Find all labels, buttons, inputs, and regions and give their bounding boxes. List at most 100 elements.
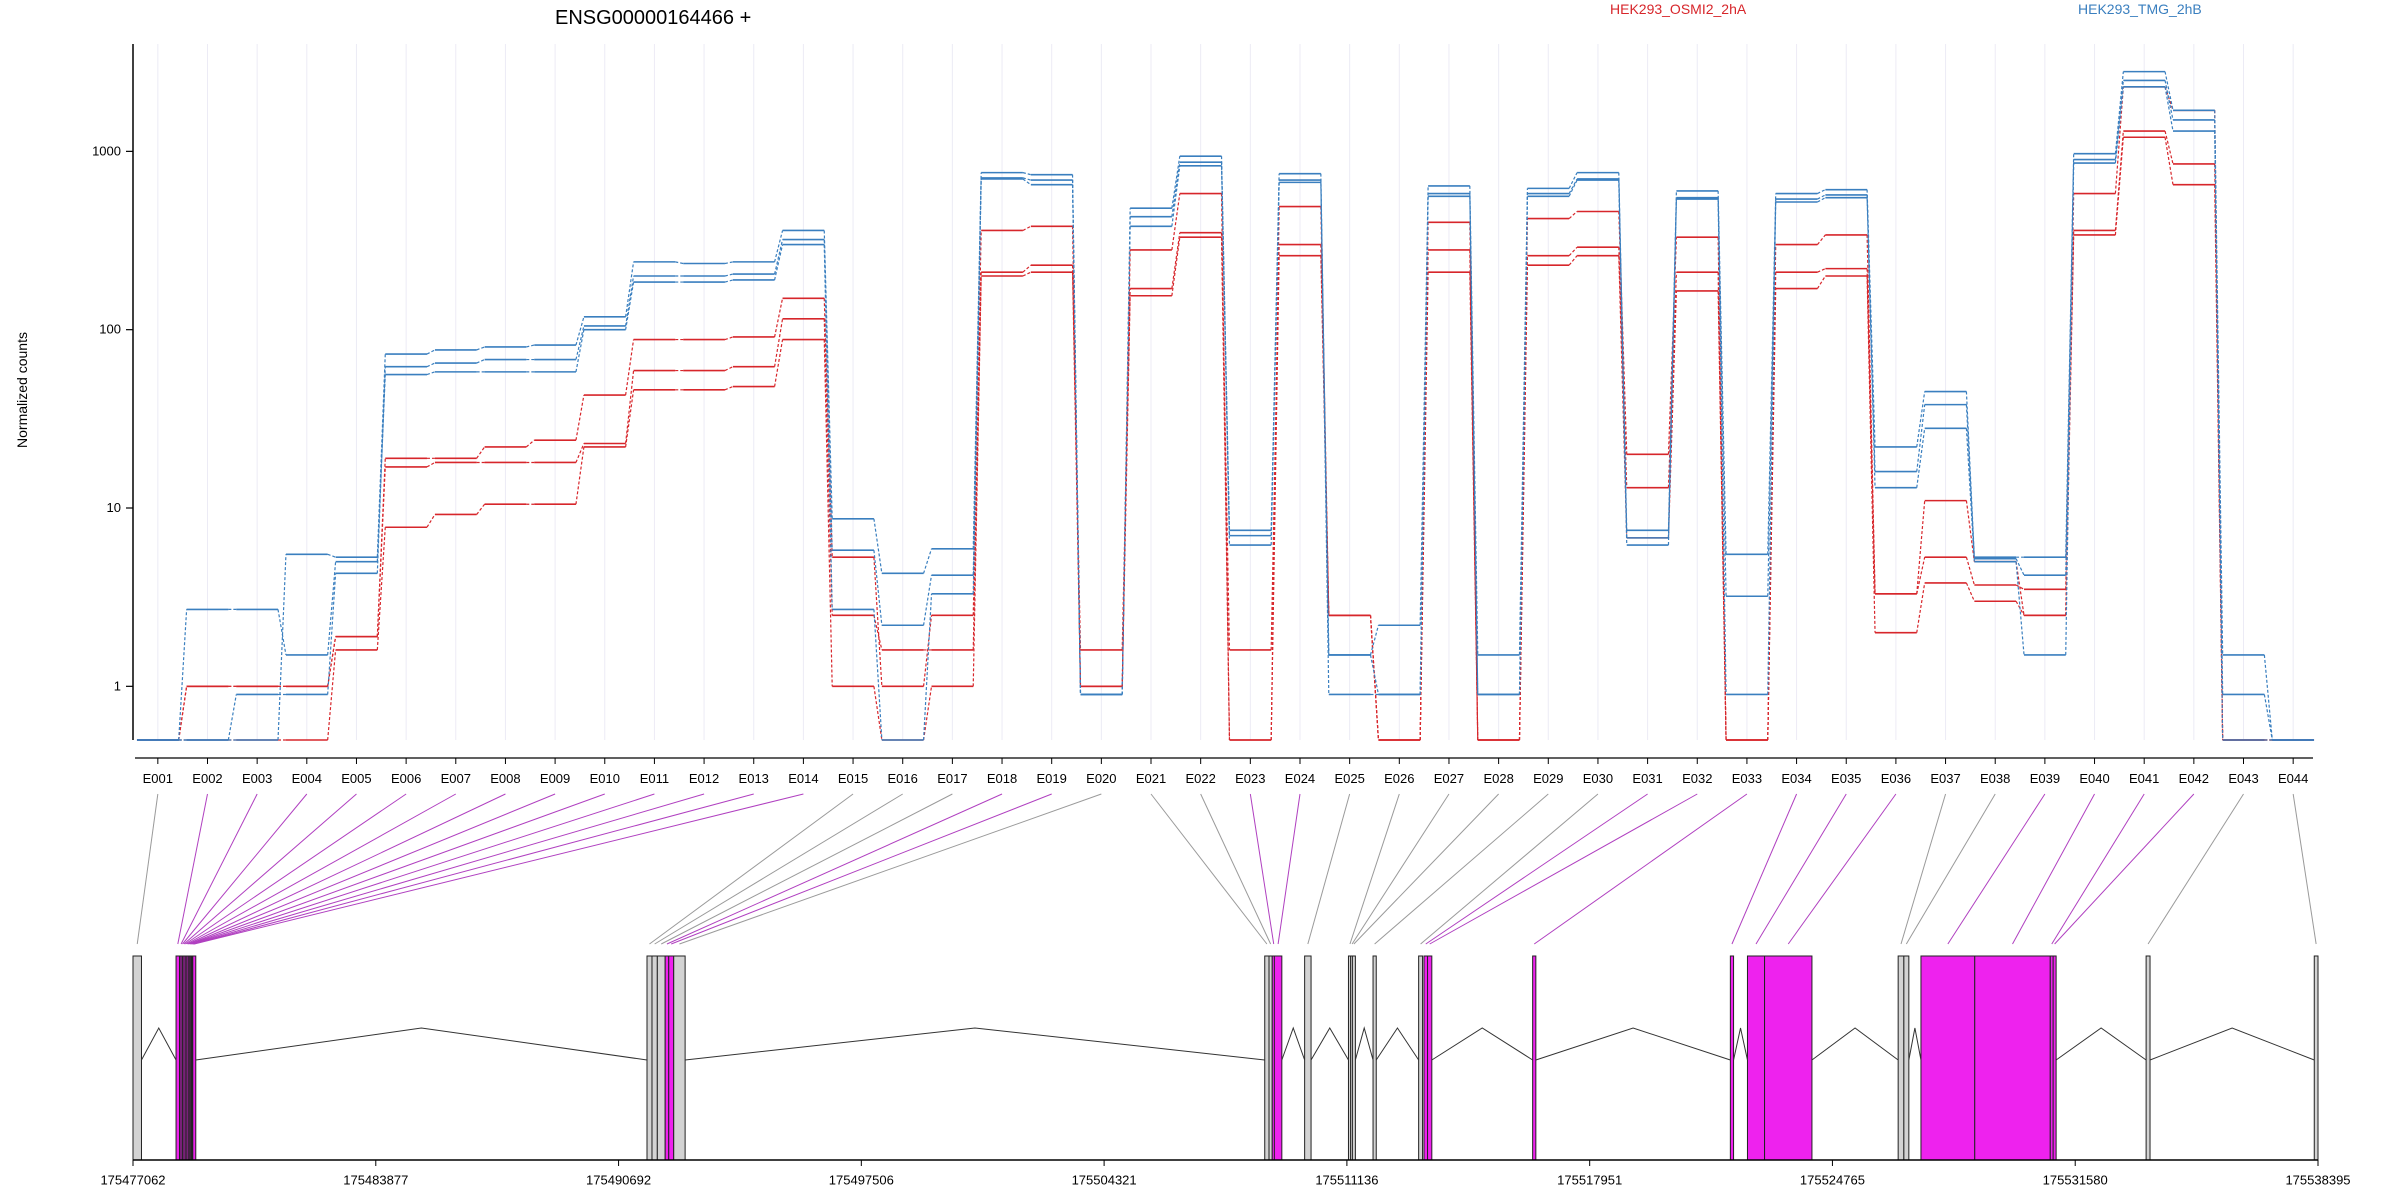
exon-label-E007: E007 — [441, 771, 471, 786]
coord-tick-label: 175531580 — [2043, 1173, 2108, 1188]
exon-label-E028: E028 — [1483, 771, 1513, 786]
count-transition — [1568, 179, 1578, 197]
count-transition — [922, 686, 933, 741]
count-transition — [1916, 557, 1926, 594]
count-transition — [1220, 156, 1231, 531]
count-transition — [178, 686, 188, 741]
link-E004 — [182, 793, 308, 945]
link-E003 — [180, 793, 258, 945]
exon-label-E012: E012 — [689, 771, 719, 786]
intron-E028-E029 — [1354, 1026, 1374, 1061]
exon-link-lines — [136, 793, 2317, 945]
intron-E034-E035 — [1733, 1027, 1748, 1061]
count-transition — [1022, 264, 1032, 273]
link-E019 — [671, 793, 1052, 945]
count-transition — [426, 514, 436, 528]
exon-box-E016 — [651, 955, 658, 1161]
exon-label-E014: E014 — [788, 771, 818, 786]
link-E018 — [666, 793, 1003, 945]
coord-tick-label: 175497506 — [829, 1173, 894, 1188]
count-transition — [2164, 86, 2174, 132]
count-transition — [1916, 404, 1926, 472]
count-transition — [1171, 165, 1181, 227]
count-transition — [625, 370, 635, 444]
count-transition — [376, 354, 386, 558]
count-transition — [575, 329, 585, 372]
count-transition — [2114, 86, 2124, 194]
link-E025 — [1307, 793, 1351, 945]
exon-box-E025 — [1304, 955, 1312, 1161]
count-transition — [1171, 232, 1181, 289]
count-transition — [1965, 582, 1975, 602]
count-transition — [625, 261, 635, 317]
count-transition — [1369, 615, 1380, 741]
exon-box-E024 — [1273, 955, 1283, 1161]
exon-label-E013: E013 — [739, 771, 769, 786]
link-E017 — [661, 793, 953, 945]
count-transition — [476, 346, 485, 351]
count-transition — [675, 261, 684, 265]
count-transition — [972, 177, 982, 576]
count-transition — [823, 298, 833, 558]
exon-label-E033: E033 — [1732, 771, 1762, 786]
count-transition — [1220, 232, 1231, 650]
count-transition — [2164, 71, 2174, 111]
count-transition — [2015, 558, 2025, 576]
count-transition — [1320, 173, 1330, 655]
count-transition — [873, 609, 883, 741]
coord-tick-label: 175538395 — [2285, 1173, 2350, 1188]
link-E026 — [1349, 793, 1400, 945]
y-axis-label: Normalized counts — [14, 332, 30, 448]
exon-label-E025: E025 — [1334, 771, 1364, 786]
count-transition — [972, 272, 982, 650]
exon-label-E003: E003 — [242, 771, 272, 786]
link-E040 — [2012, 793, 2095, 945]
chart-title: ENSG00000164466 + — [555, 7, 751, 29]
count-transition — [2114, 80, 2124, 160]
link-E023 — [1249, 793, 1275, 945]
coord-tick-label: 175490692 — [586, 1173, 651, 1188]
intron-E014-E015 — [195, 1027, 648, 1061]
exon-box-E033 — [1532, 955, 1537, 1161]
intron-E042-E043 — [2055, 1027, 2147, 1061]
count-transition — [327, 561, 337, 655]
count-transition — [625, 339, 635, 396]
count-transition — [1916, 582, 1926, 633]
intron-E036-E037 — [1811, 1027, 1899, 1061]
exon-label-E015: E015 — [838, 771, 868, 786]
count-transition — [2263, 654, 2273, 741]
count-transition — [1022, 172, 1031, 176]
coord-tick-label: 175511136 — [1315, 1173, 1378, 1188]
count-transition — [922, 575, 933, 626]
count-transition — [774, 298, 784, 338]
count-transition — [327, 553, 336, 558]
exon-label-E017: E017 — [937, 771, 967, 786]
count-transition — [2164, 137, 2174, 185]
link-E037 — [1900, 793, 1947, 945]
count-transition — [227, 694, 237, 741]
count-transition — [625, 275, 635, 326]
intron-E043-E044 — [2149, 1027, 2315, 1061]
count-transition — [1767, 199, 1777, 597]
exon-label-E030: E030 — [1583, 771, 1613, 786]
y-tick-label: 1 — [114, 678, 121, 693]
count-transition — [277, 554, 287, 741]
coord-tick-label: 175524765 — [1800, 1173, 1865, 1188]
count-transition — [1817, 197, 1826, 203]
exon-box-E018 — [664, 955, 670, 1161]
link-E028 — [1353, 793, 1499, 945]
count-transition — [2015, 561, 2025, 616]
count-transition — [2164, 130, 2174, 165]
count-transition — [1022, 178, 1032, 186]
intron-E033-E034 — [1535, 1027, 1731, 1061]
count-transition — [1171, 156, 1181, 209]
count-transition — [1171, 193, 1181, 251]
exon-box-E002 — [175, 955, 181, 1161]
link-E029 — [1374, 793, 1549, 945]
count-transition — [2065, 159, 2075, 576]
count-transition — [2114, 130, 2124, 231]
exon-box-E021 — [1264, 955, 1270, 1161]
link-E014 — [194, 793, 804, 945]
link-E041 — [2051, 793, 2145, 945]
